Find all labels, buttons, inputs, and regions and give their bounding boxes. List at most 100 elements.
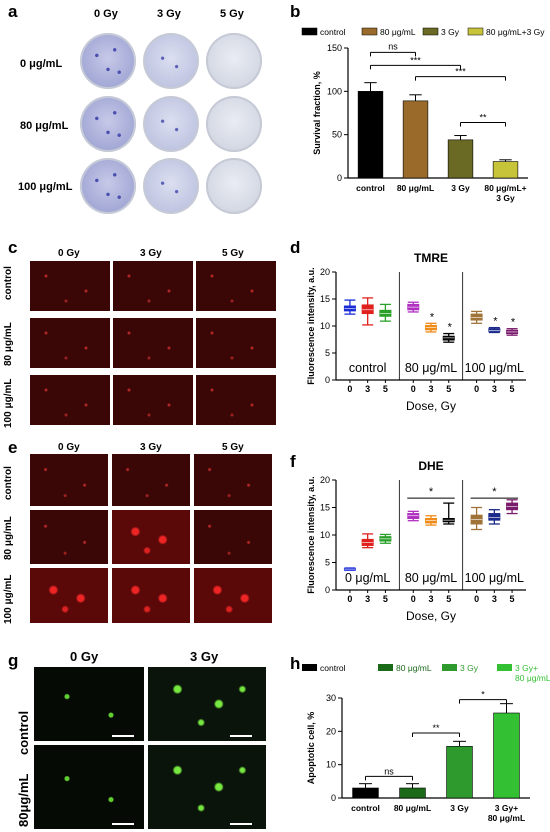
group-label: 0 μg/mL (345, 571, 390, 585)
chart-h: control 80 μg/mL 3 Gy 3 Gy+80 μg/mL0102030A… (302, 663, 550, 823)
y-tick-label: 10 (320, 530, 330, 540)
chart-b: control 80 μg/mL 3 Gy 80 μg/mL+3 Gy05010015… (301, 27, 545, 203)
colony-dish (80, 33, 136, 89)
panel-label: c (8, 238, 18, 257)
legend-label: 3 Gy (441, 27, 460, 37)
micrograph (30, 318, 110, 368)
y-tick-label: 0 (325, 585, 330, 595)
x-tick-label: 80 μg/mL+ (484, 183, 526, 193)
x-tick-label: 80 μg/mL (488, 813, 525, 823)
y-tick-label: 150 (327, 43, 342, 53)
significance-label: ** (479, 113, 487, 123)
row-header: 80 μg/mL (20, 120, 69, 132)
panel-label: h (290, 654, 301, 673)
col-header: 0 Gy (58, 442, 80, 453)
colony-dish (143, 96, 199, 152)
x-tick-label: 5 (510, 594, 515, 604)
significance-label: *** (455, 67, 466, 77)
bar (446, 746, 473, 799)
scale-bar (112, 735, 134, 737)
panel-a: a 0 Gy 3 Gy 5 Gy 0 μg/mL 80 μg/mL 100 μg… (0, 0, 275, 214)
chart-d: TMRE 0 5 10 15 20 Fluorescence intensity, a.u.… (306, 251, 526, 413)
bar (492, 161, 519, 179)
y-tick-label: 10 (326, 760, 336, 770)
legend-swatch (301, 27, 318, 36)
y-tick-label: 15 (320, 503, 330, 513)
y-axis-label: Survival fraction, % (312, 71, 322, 155)
scale-bar (112, 823, 134, 825)
y-tick-label: 5 (325, 348, 330, 358)
significance-label: ns (384, 766, 394, 776)
x-tick-label: 3 (365, 384, 370, 394)
micrograph (148, 667, 266, 741)
col-header: 5 Gy (222, 442, 244, 453)
micrograph (196, 375, 276, 425)
group-label: 100 μg/mL (465, 361, 524, 375)
col-header: 3 Gy (140, 442, 162, 453)
micrograph (30, 375, 110, 425)
y-tick-label: 30 (326, 693, 336, 703)
x-axis-label: Dose, Gy (406, 399, 456, 413)
x-tick-label: 3 (365, 594, 370, 604)
y-tick-label: 50 (332, 130, 342, 140)
bar (493, 712, 520, 799)
row-header: 80 μg/mL (3, 322, 14, 366)
legend-swatch (497, 664, 512, 671)
y-tick-label: 10 (320, 321, 330, 331)
y-axis-label: Fluorescence intensity, a.u. (306, 267, 316, 384)
x-tick-label: 5 (446, 594, 451, 604)
row-header: control (16, 710, 31, 755)
colony-dish (143, 158, 199, 214)
micrograph (30, 261, 110, 311)
x-tick-label: 3 Gy (450, 803, 469, 813)
significance-label: * (493, 316, 498, 328)
row-header: 100 μg/mL (18, 181, 73, 193)
micrograph (194, 454, 272, 506)
y-tick-label: 100 (327, 86, 342, 96)
colony-dish (206, 158, 262, 214)
significance-label: * (429, 486, 434, 498)
significance-label: ** (432, 723, 440, 733)
x-tick-label: 0 (347, 384, 352, 394)
bar (357, 91, 384, 179)
y-axis-label: Apoptotic cell, % (306, 712, 316, 785)
micrograph (112, 454, 190, 506)
col-header: 0 Gy (94, 8, 118, 20)
col-header: 3 Gy (140, 248, 162, 259)
panel-label: d (290, 238, 301, 257)
y-tick-label: 0 (325, 375, 330, 385)
colony-dish (80, 158, 136, 214)
colony-dish (206, 33, 262, 89)
x-tick-label: 3 (428, 594, 433, 604)
micrograph (112, 510, 190, 564)
legend-swatch (361, 27, 378, 36)
legend-label: 3 Gy (460, 663, 479, 673)
colony-dish (80, 96, 136, 152)
x-axis-label: Dose, Gy (406, 609, 456, 623)
row-header: 80μg/mL (16, 773, 31, 827)
micrograph (30, 454, 108, 506)
micrograph (34, 667, 144, 741)
significance-label: * (481, 690, 485, 700)
x-tick-label: 0 (411, 384, 416, 394)
col-header: 3 Gy (157, 8, 181, 20)
x-tick-label: 3 Gy+ (495, 803, 518, 813)
significance-label: *** (410, 55, 421, 65)
col-header: 5 Gy (220, 8, 244, 20)
panel-label: a (8, 2, 18, 21)
col-header: 5 Gy (222, 248, 244, 259)
panel-g: g 0 Gy 3 Gy control 80μg/mL (0, 645, 275, 832)
x-tick-label: 3 (492, 384, 497, 394)
bar (352, 787, 379, 799)
x-tick-label: 0 (474, 594, 479, 604)
chart-f: DHE 0 5 10 15 20 Fluorescence intensity, a.u. D… (306, 459, 526, 623)
x-tick-label: 80 μg/mL (394, 803, 431, 813)
panel-label: g (8, 651, 19, 670)
x-tick-label: 0 (347, 594, 352, 604)
group-label: 80 μg/mL (405, 571, 457, 585)
micrograph (30, 510, 108, 564)
x-tick-label: 5 (446, 384, 451, 394)
col-header: 0 Gy (58, 248, 80, 259)
y-tick-label: 20 (320, 475, 330, 485)
legend-swatch (378, 664, 393, 671)
